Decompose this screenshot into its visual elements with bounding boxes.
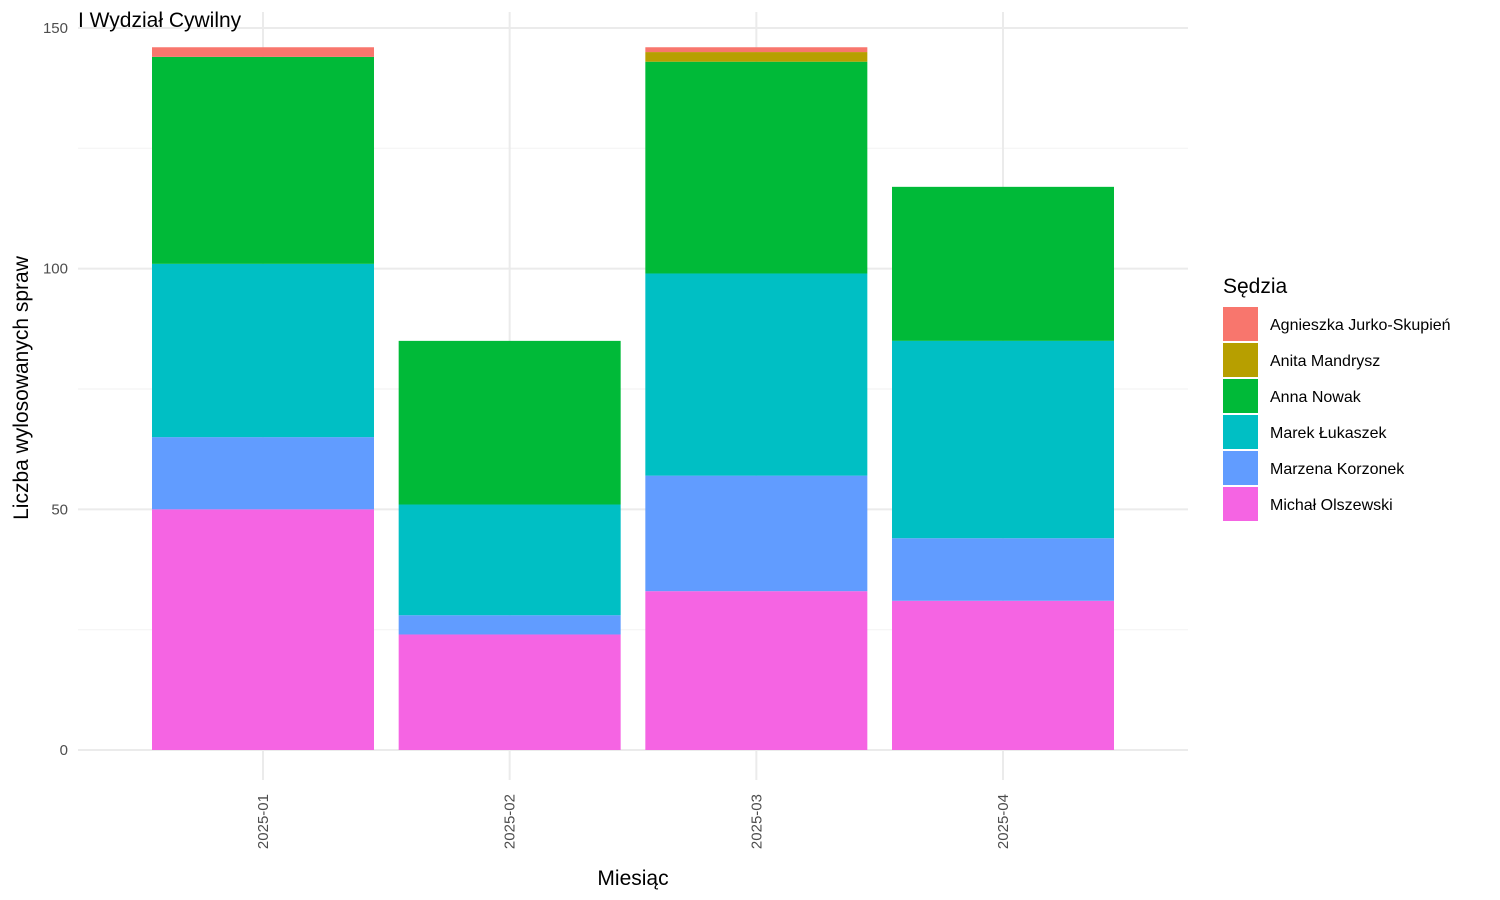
- bar-segment: [892, 538, 1114, 601]
- x-tick-label: 2025-03: [748, 794, 765, 849]
- bar-segment: [398, 615, 621, 635]
- legend-label: Marek Łukaszek: [1270, 425, 1387, 442]
- legend-label: Anna Nowak: [1270, 389, 1362, 406]
- legend-swatch: [1223, 379, 1258, 413]
- y-tick-label: 100: [43, 261, 68, 278]
- y-tick-label: 50: [51, 501, 68, 518]
- legend-swatch: [1223, 487, 1258, 521]
- x-tick-label: 2025-01: [255, 794, 272, 849]
- legend-swatch: [1223, 343, 1258, 377]
- bar-segment: [645, 475, 868, 592]
- chart-title: I Wydział Cywilny: [78, 9, 242, 32]
- bar-segment: [892, 600, 1114, 750]
- bar-segment: [892, 340, 1114, 539]
- legend-label: Michał Olszewski: [1270, 497, 1393, 514]
- legend-label: Agnieszka Jurko-Skupień: [1270, 317, 1451, 334]
- x-tick-label: 2025-02: [502, 794, 519, 849]
- bars: [152, 47, 1114, 750]
- bar-segment: [645, 273, 868, 476]
- y-axis-title: Liczba wylosowanych spraw: [10, 255, 33, 520]
- bar-segment: [152, 437, 374, 510]
- y-axis-ticks: 0 50 100 150: [43, 20, 68, 759]
- legend-label: Anita Mandrysz: [1270, 353, 1380, 370]
- x-axis-ticks: 2025-01 2025-02 2025-03 2025-04: [255, 794, 1012, 849]
- bar-segment: [152, 47, 374, 57]
- bar-segment: [152, 509, 374, 750]
- bar-segment: [152, 263, 374, 438]
- bar-segment: [398, 340, 621, 505]
- bar-segment: [892, 186, 1114, 341]
- bar-segment: [645, 47, 868, 53]
- bar-segment: [645, 52, 868, 62]
- bar-segment: [398, 504, 621, 616]
- legend-swatch: [1223, 415, 1258, 449]
- legend-label: Marzena Korzonek: [1270, 461, 1405, 478]
- legend: Agnieszka Jurko-Skupień Anita Mandrysz Ann…: [1223, 307, 1451, 521]
- bar-segment: [152, 56, 374, 264]
- bar-segment: [398, 634, 621, 750]
- bar-segment: [645, 61, 868, 274]
- bar-segment: [645, 591, 868, 750]
- x-tick-label: 2025-04: [995, 794, 1012, 849]
- x-axis-title: Miesiąc: [597, 867, 668, 890]
- y-tick-label: 0: [60, 742, 68, 759]
- legend-swatch: [1223, 451, 1258, 485]
- legend-title: Sędzia: [1223, 275, 1288, 298]
- y-tick-label: 150: [43, 20, 68, 37]
- legend-swatch: [1223, 307, 1258, 341]
